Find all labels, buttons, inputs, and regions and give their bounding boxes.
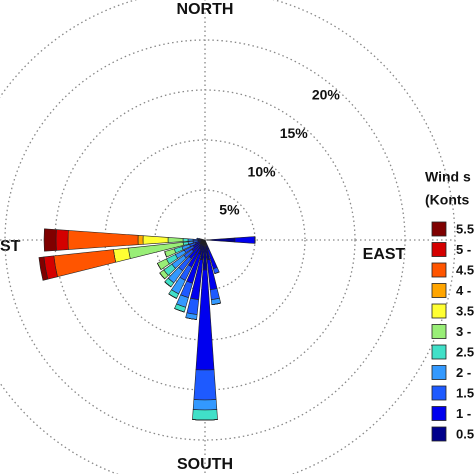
legend-swatch	[431, 221, 447, 237]
legend-swatch	[431, 406, 447, 421]
outer-ring	[0, 0, 456, 474]
legend-swatch	[431, 262, 447, 278]
wind-segment	[167, 237, 184, 243]
legend-label: 3 -	[456, 324, 471, 339]
legend-swatch	[431, 426, 447, 442]
wind-segment	[113, 247, 131, 263]
legend-label: 5 -	[456, 242, 471, 257]
r-tick-label: 10%	[248, 163, 277, 179]
wind-segment	[137, 235, 144, 245]
legend-swatch	[431, 324, 447, 339]
wind-segment	[174, 308, 185, 313]
grid-ring	[54, 89, 356, 391]
wind-segment	[187, 238, 194, 242]
grid-ring	[4, 39, 406, 441]
wind-segment	[192, 409, 218, 421]
grid-ring	[104, 139, 306, 341]
wind-segment	[209, 288, 220, 301]
wind-segment	[193, 369, 217, 401]
wind-segment	[55, 229, 69, 251]
legend-label: 4 -	[456, 283, 471, 298]
wind-segment	[234, 236, 256, 244]
wind-segment	[157, 263, 162, 270]
east-label: EAST	[363, 246, 406, 263]
wind-segment	[67, 230, 139, 250]
wind-segment	[192, 399, 218, 411]
wind-segment	[164, 251, 167, 258]
legend-label: 3.5	[456, 303, 474, 318]
legend-swatch	[431, 242, 447, 257]
wind-segment	[38, 256, 49, 281]
legend-label: 4.5	[456, 262, 474, 277]
wind-segment	[201, 238, 206, 241]
legend-subtitle: (Konts	[425, 192, 470, 208]
legend-label: 5.5	[456, 221, 474, 236]
legend-swatch	[431, 365, 447, 380]
legend-label: 1 -	[456, 406, 471, 421]
legend-swatch	[431, 303, 447, 319]
r-tick-label: 5%	[219, 202, 240, 218]
legend-label: 2.5	[456, 344, 474, 359]
wind-segment	[164, 281, 172, 288]
legend-label: 1.5	[456, 385, 474, 400]
wind-segment	[198, 238, 203, 241]
wind-segment	[182, 238, 189, 242]
wind-segment	[212, 267, 220, 275]
legend-swatch	[431, 385, 447, 401]
r-tick-label: 20%	[312, 87, 341, 103]
wind-segment	[204, 237, 236, 243]
south-label: SOUTH	[177, 456, 233, 473]
legend-swatch	[431, 283, 447, 298]
north-label: NORTH	[177, 1, 234, 18]
r-tick-label: 15%	[280, 125, 309, 141]
wind-segment	[186, 297, 200, 315]
wind-segment	[53, 249, 117, 278]
legend-label: 2 -	[456, 365, 471, 380]
wind-segment	[43, 228, 57, 252]
legend-title: Wind s	[425, 169, 471, 185]
legend-label: 0.5	[456, 426, 474, 441]
legend-swatch	[431, 344, 447, 360]
west-label: ST	[0, 238, 21, 255]
wind-segment	[142, 235, 169, 245]
